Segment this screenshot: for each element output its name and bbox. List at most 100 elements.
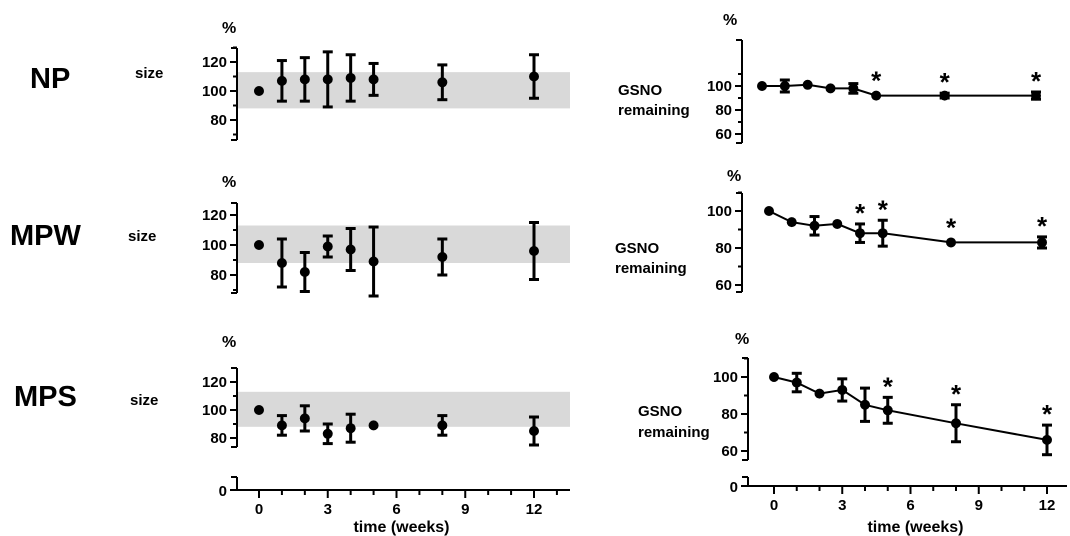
mps_gsno-x-tick-label: 12 bbox=[1039, 497, 1056, 514]
mps_size-reference-band bbox=[237, 391, 570, 427]
mps_gsno-data-point bbox=[860, 399, 870, 410]
np_gsno-data-point bbox=[779, 81, 790, 91]
np_gsno-significance-star: * bbox=[940, 67, 951, 97]
mpw_size-data-point bbox=[345, 244, 356, 255]
mpw_gsno-data-point bbox=[764, 206, 774, 216]
mps_size-x-tick-label: 3 bbox=[324, 501, 332, 518]
mpw_size-data-point bbox=[368, 256, 379, 267]
np_size-data-point bbox=[529, 71, 539, 82]
mps_gsno-x-tick-label: 6 bbox=[906, 497, 914, 514]
np_gsno-data-point bbox=[1031, 90, 1041, 101]
np_size-data-point bbox=[276, 75, 287, 86]
mps_size-y-label: size bbox=[130, 392, 158, 409]
mps_gsno-y-tick-label: 100 bbox=[713, 369, 738, 386]
mpw_gsno-data-point bbox=[1037, 237, 1047, 248]
mpw_gsno-significance-star: * bbox=[1037, 211, 1048, 241]
mps_gsno-x-tick-label: 3 bbox=[838, 497, 846, 514]
mps_gsno-y-tick-label: 60 bbox=[721, 443, 738, 460]
mpw_size-y-tick-label: 120 bbox=[202, 207, 227, 224]
mpw_gsno-data-point bbox=[946, 237, 956, 248]
mps_size-y-tick-label: 100 bbox=[202, 402, 227, 419]
mpw_size-reference-band bbox=[237, 225, 570, 263]
np_size-data-point bbox=[368, 74, 379, 85]
mpw_gsno-y-label: GSNO remaining bbox=[615, 240, 687, 277]
mps_gsno-x-tick-label: 9 bbox=[975, 497, 983, 514]
np_size-data-point bbox=[345, 72, 356, 83]
mps_size-x-tick-label: 6 bbox=[392, 501, 400, 518]
mps_gsno-significance-star: * bbox=[951, 379, 962, 409]
mpw_gsno-data-point bbox=[832, 218, 843, 229]
mpw_gsno-significance-star: * bbox=[878, 194, 889, 224]
np_gsno-data-point bbox=[848, 83, 859, 94]
np_size-data-point bbox=[437, 77, 448, 88]
np_gsno-data-point bbox=[825, 83, 836, 94]
mpw_size-data-point bbox=[437, 252, 448, 262]
mps_size-data-point bbox=[322, 428, 333, 439]
mps_gsno-y-label-line: remaining bbox=[638, 424, 710, 441]
mps_gsno-data-point bbox=[791, 377, 802, 388]
np_gsno-significance-star: * bbox=[1031, 66, 1042, 96]
np_size-unit-label: % bbox=[222, 20, 236, 37]
mps_size-data-point bbox=[529, 426, 539, 436]
row-label-np: NP bbox=[30, 63, 70, 95]
np_gsno-y-tick-label: 100 bbox=[707, 78, 732, 95]
mpw_size-data-point bbox=[254, 240, 264, 250]
mpw_size-data-point bbox=[322, 241, 333, 252]
mpw_size-data-point bbox=[299, 267, 310, 277]
np_size-y-tick-label: 80 bbox=[210, 112, 227, 129]
mps_size-data-point bbox=[345, 423, 356, 434]
mps_size-x-tick-label: 0 bbox=[255, 501, 263, 518]
np_gsno-significance-star: * bbox=[871, 66, 882, 96]
mps_gsno-y-zero-label: 0 bbox=[730, 479, 738, 496]
mps_gsno-data-point bbox=[951, 418, 961, 429]
mps_size-data-point bbox=[276, 420, 287, 431]
np_size-y-label: size bbox=[135, 65, 163, 82]
mpw_gsno-y-tick-label: 100 bbox=[707, 203, 732, 220]
mps_gsno-x-tick-label: 0 bbox=[770, 497, 778, 514]
mpw_gsno-y-label-line: GSNO bbox=[615, 240, 660, 257]
mpw_size-y-label: size bbox=[128, 228, 156, 245]
mps_size-data-point bbox=[368, 420, 379, 431]
np_size-y-tick-label: 120 bbox=[202, 54, 227, 71]
np_gsno-y-tick-label: 60 bbox=[715, 126, 732, 143]
mps_gsno-x-label: time (weeks) bbox=[867, 519, 963, 536]
np_size-data-point bbox=[299, 74, 310, 85]
np_gsno-y-tick-label: 80 bbox=[715, 102, 732, 119]
mps_gsno-series-line bbox=[773, 376, 1048, 441]
mpw_size-unit-label: % bbox=[222, 174, 236, 191]
mpw_gsno-y-tick-label: 80 bbox=[715, 240, 732, 257]
mpw_size-y-tick-label: 80 bbox=[210, 267, 227, 284]
mpw_size-y-tick-label: 100 bbox=[202, 237, 227, 254]
mps_size-data-point bbox=[437, 420, 448, 431]
mpw_size-data-point bbox=[276, 258, 287, 268]
mps_size-y-tick-label: 120 bbox=[202, 374, 227, 391]
mpw_gsno-significance-star: * bbox=[946, 212, 957, 242]
mps_gsno-data-point bbox=[814, 388, 825, 399]
mpw_gsno-significance-star: * bbox=[855, 198, 866, 228]
mps_size-x-tick-label: 9 bbox=[461, 501, 469, 518]
mps_gsno-y-tick-label: 80 bbox=[721, 406, 738, 423]
row-label-mpw: MPW bbox=[10, 220, 82, 252]
mpw_gsno-y-label-line: remaining bbox=[615, 260, 687, 277]
mps_size-x-label: time (weeks) bbox=[353, 519, 449, 536]
mpw_gsno-y-tick-label: 60 bbox=[715, 277, 732, 294]
np_gsno-data-point bbox=[871, 90, 882, 101]
np_gsno-data-point bbox=[939, 90, 950, 101]
np_size-y-tick-label: 100 bbox=[202, 83, 227, 100]
np_size-data-point bbox=[322, 74, 333, 85]
mps_size-data-point bbox=[254, 405, 264, 415]
mps_size-y-tick-label: 80 bbox=[210, 430, 227, 447]
mps_gsno-data-point bbox=[769, 372, 779, 382]
np_gsno-y-label-line: remaining bbox=[618, 102, 690, 119]
mps_gsno-y-label-line: GSNO bbox=[638, 403, 683, 420]
mpw_gsno-data-point bbox=[809, 220, 820, 231]
mps_gsno-data-point bbox=[837, 384, 848, 395]
mpw_gsno-data-point bbox=[877, 228, 888, 239]
row-label-mps: MPS bbox=[14, 381, 77, 413]
mps_size-data-point bbox=[299, 413, 310, 424]
np_size-data-point bbox=[254, 86, 264, 96]
mps_gsno-significance-star: * bbox=[883, 371, 894, 401]
mps_gsno-data-point bbox=[1042, 434, 1052, 445]
np_gsno-data-point bbox=[757, 81, 767, 91]
mps_gsno-y-label: GSNO remaining bbox=[638, 403, 710, 441]
